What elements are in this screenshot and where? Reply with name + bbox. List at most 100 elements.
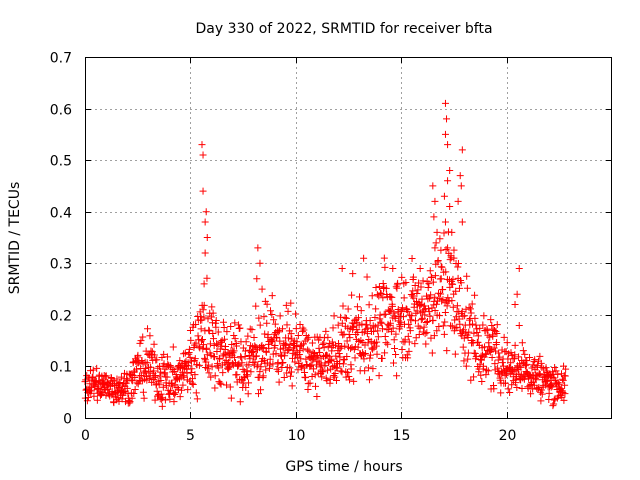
data-point bbox=[252, 302, 260, 310]
data-point bbox=[364, 339, 372, 347]
data-point bbox=[227, 322, 235, 330]
data-point bbox=[439, 286, 447, 294]
data-point bbox=[282, 301, 290, 309]
data-point bbox=[434, 256, 442, 264]
data-point bbox=[346, 334, 354, 342]
data-point bbox=[443, 347, 451, 355]
data-point bbox=[312, 353, 320, 361]
data-point bbox=[261, 330, 269, 338]
data-point bbox=[405, 320, 413, 328]
data-point bbox=[224, 365, 232, 373]
data-point bbox=[493, 339, 501, 347]
data-point bbox=[560, 396, 568, 404]
y-tick-label: 0.1 bbox=[50, 360, 72, 376]
chart-title: Day 330 of 2022, SRMTID for receiver bft… bbox=[195, 21, 492, 37]
data-point bbox=[536, 370, 544, 378]
data-point bbox=[379, 294, 387, 302]
data-point bbox=[198, 336, 206, 344]
data-point bbox=[297, 363, 305, 371]
data-point bbox=[373, 291, 381, 299]
data-point bbox=[287, 330, 295, 338]
data-point bbox=[207, 373, 215, 381]
data-point bbox=[460, 357, 468, 365]
data-point bbox=[441, 218, 449, 226]
data-point bbox=[281, 341, 289, 349]
data-point bbox=[151, 371, 159, 379]
data-point bbox=[433, 327, 441, 335]
data-point bbox=[430, 332, 438, 340]
data-point bbox=[247, 368, 255, 376]
data-point bbox=[358, 320, 366, 328]
data-point bbox=[137, 337, 145, 345]
data-point bbox=[292, 325, 300, 333]
plot-frame bbox=[85, 57, 612, 419]
data-point bbox=[252, 352, 260, 360]
data-point bbox=[437, 263, 445, 271]
data-point bbox=[231, 335, 239, 343]
data-point bbox=[455, 315, 463, 323]
data-point bbox=[299, 340, 307, 348]
data-point bbox=[473, 329, 481, 337]
data-point bbox=[454, 263, 462, 271]
data-point bbox=[216, 379, 224, 387]
data-point bbox=[438, 263, 446, 271]
data-point bbox=[482, 371, 490, 379]
data-point bbox=[335, 349, 343, 357]
data-point bbox=[146, 332, 154, 340]
data-point bbox=[373, 350, 381, 358]
data-point bbox=[381, 263, 389, 271]
data-point bbox=[353, 303, 361, 311]
data-point bbox=[144, 325, 152, 333]
data-point bbox=[498, 359, 506, 367]
data-point bbox=[159, 383, 167, 391]
data-point bbox=[369, 345, 377, 353]
data-point bbox=[299, 324, 307, 332]
data-point bbox=[559, 376, 567, 384]
data-point bbox=[456, 320, 464, 328]
data-point bbox=[124, 390, 132, 398]
data-point bbox=[314, 357, 322, 365]
data-point bbox=[256, 259, 264, 267]
data-point bbox=[363, 321, 371, 329]
data-point bbox=[456, 172, 464, 180]
data-point bbox=[416, 324, 424, 332]
data-point bbox=[444, 177, 452, 185]
data-point bbox=[195, 361, 203, 369]
data-point bbox=[379, 325, 387, 333]
data-point bbox=[258, 344, 266, 352]
data-point bbox=[304, 380, 312, 388]
data-point bbox=[266, 355, 274, 363]
data-point bbox=[363, 273, 371, 281]
data-point bbox=[360, 254, 368, 262]
data-point bbox=[437, 290, 445, 298]
data-point bbox=[378, 354, 386, 362]
data-point bbox=[414, 286, 422, 294]
data-point bbox=[256, 368, 264, 376]
data-point bbox=[170, 398, 178, 406]
data-point bbox=[222, 343, 230, 351]
data-point bbox=[203, 344, 211, 352]
data-point bbox=[131, 373, 139, 381]
data-point bbox=[341, 314, 349, 322]
data-point bbox=[211, 353, 219, 361]
data-point bbox=[324, 333, 332, 341]
data-point bbox=[145, 368, 153, 376]
data-point bbox=[453, 323, 461, 331]
data-point bbox=[446, 166, 454, 174]
data-point bbox=[158, 402, 166, 410]
data-point bbox=[263, 300, 271, 308]
data-point bbox=[268, 292, 276, 300]
data-point bbox=[198, 141, 206, 149]
data-point bbox=[520, 375, 528, 383]
data-point bbox=[463, 284, 471, 292]
data-point bbox=[421, 311, 429, 319]
data-point bbox=[422, 340, 430, 348]
data-point bbox=[511, 341, 519, 349]
y-tick-label: 0.2 bbox=[50, 309, 72, 325]
data-point bbox=[364, 364, 372, 372]
data-point bbox=[171, 390, 179, 398]
data-point bbox=[551, 363, 559, 371]
data-point bbox=[444, 244, 452, 252]
data-point bbox=[348, 291, 356, 299]
data-point bbox=[464, 333, 472, 341]
